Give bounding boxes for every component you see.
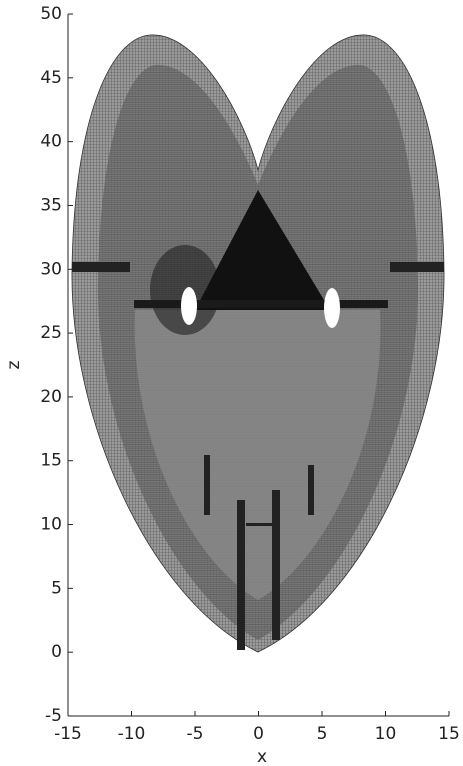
y-tick-label: 30 (40, 259, 62, 279)
y-tick-label: 40 (40, 132, 62, 152)
y-tick-label: 35 (40, 195, 62, 215)
y-tick-label: 15 (40, 451, 62, 471)
x-tick-label: 10 (375, 724, 397, 744)
x-tick-label: -10 (118, 724, 146, 744)
y-tick-label: -5 (45, 706, 62, 726)
y-tick-label: 20 (40, 387, 62, 407)
y-tick-label: 0 (51, 642, 62, 662)
attractor-surface (72, 35, 444, 652)
x-tick-label: 0 (253, 724, 264, 744)
x-tick-label: 5 (317, 724, 328, 744)
y-axis-label: z (4, 360, 24, 369)
y-tick-label: 5 (51, 578, 62, 598)
y-tick-label: 25 (40, 323, 62, 343)
y-tick-label: 50 (40, 4, 62, 24)
x-tick-label: -15 (54, 724, 82, 744)
y-tick-label: 10 (40, 515, 62, 535)
chart: x z -5 0 5 10 15 20 25 30 35 40 45 50 -15 -10 -5 0 5 10 15 (0, 0, 463, 766)
x-tick-label: -5 (187, 724, 204, 744)
x-axis-label: x (257, 747, 267, 766)
y-tick-label: 45 (40, 68, 62, 88)
x-tick-label: 15 (438, 724, 460, 744)
